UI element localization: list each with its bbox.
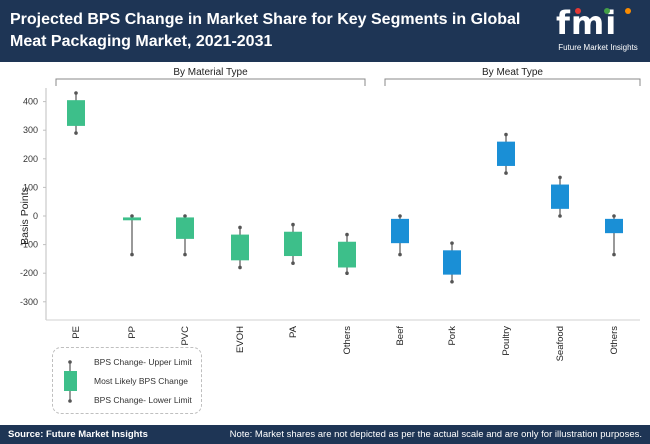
header-bar	[0, 0, 650, 62]
upper-limit-point	[612, 214, 616, 218]
upper-limit-point	[450, 241, 454, 245]
x-tick-label: Poultry	[501, 326, 512, 356]
x-tick-label: PVC	[180, 326, 191, 346]
upper-limit-point	[504, 132, 508, 137]
source-text: Source: Future Market Insights	[8, 429, 148, 440]
lower-limit-point	[450, 279, 454, 284]
logo-dot-red	[575, 8, 581, 14]
likely-range-box	[605, 218, 623, 234]
box-plot-chart: 400 300 200 100 0 -100 -200 -300 Basis Points By …	[19, 67, 641, 361]
lower-limit-point	[612, 252, 616, 257]
lower-limit-point	[238, 265, 242, 270]
legend-upper-label: BPS Change- Upper Limit	[94, 357, 192, 367]
upper-limit-point	[183, 214, 187, 218]
upper-limit-point	[558, 175, 562, 180]
upper-limit-point	[74, 91, 78, 95]
x-tick-label: Pork	[447, 326, 458, 346]
logo-dot-orange	[625, 8, 631, 14]
chart-title-line-1: Projected BPS Change in Market Share for…	[10, 11, 521, 28]
lower-limit-point	[345, 271, 349, 276]
upper-limit-point	[345, 232, 349, 237]
likely-range-box	[391, 218, 409, 244]
lower-limit-point	[398, 252, 402, 257]
group-label: By Material Type	[173, 67, 248, 78]
likely-range-box	[123, 217, 141, 221]
x-tick-label: PA	[288, 325, 299, 338]
y-tick-label: 100	[23, 182, 38, 192]
group-bracket	[55, 78, 366, 86]
y-tick-label: 400	[23, 97, 38, 107]
lower-limit-point	[558, 214, 562, 218]
upper-limit-point	[130, 214, 134, 218]
x-tick-label: PP	[127, 326, 138, 339]
y-tick-label: 200	[23, 154, 38, 164]
likely-range-box	[338, 241, 356, 268]
note-text: Note: Market shares are not depicted as …	[229, 429, 642, 440]
x-tick-label: Others	[342, 326, 353, 355]
likely-range-box	[551, 184, 569, 209]
logo-subtitle: Future Market Insights	[558, 43, 638, 52]
y-tick-label: 300	[23, 125, 38, 135]
upper-limit-point	[291, 222, 295, 227]
lower-limit-point	[291, 261, 295, 265]
lower-limit-point	[130, 252, 134, 257]
upper-limit-point	[398, 214, 402, 218]
lower-limit-point	[183, 252, 187, 257]
legend-likely-label: Most Likely BPS Change	[94, 376, 189, 386]
x-tick-label: EVOH	[235, 326, 246, 353]
lower-limit-point	[74, 131, 78, 135]
y-tick-label: -100	[20, 240, 38, 250]
legend	[52, 347, 202, 414]
lower-limit-point	[504, 171, 508, 175]
likely-range-box	[67, 100, 85, 126]
footer-bar	[0, 425, 650, 444]
y-tick-label: -200	[20, 268, 38, 278]
likely-range-box	[176, 217, 194, 239]
x-tick-label: Beef	[395, 326, 406, 346]
y-tick-label: 0	[33, 211, 38, 221]
group-label: By Meat Type	[482, 67, 543, 78]
x-tick-label: Seafood	[555, 326, 566, 361]
upper-limit-point	[238, 225, 242, 230]
logo-dot-green	[604, 8, 610, 14]
group-bracket	[384, 78, 641, 86]
likely-range-box	[443, 250, 461, 275]
y-axis-label: Basis Points	[19, 187, 31, 245]
chart-title-line-2: Meat Packaging Market, 2021-2031	[10, 33, 273, 50]
logo	[546, 0, 650, 62]
chart-title: Projected BPS Change in Market Share for…	[10, 9, 540, 53]
x-tick-label: Others	[609, 326, 620, 355]
likely-range-box	[497, 141, 515, 166]
likely-range-box	[231, 234, 249, 261]
x-tick-label: PE	[71, 326, 82, 339]
y-tick-label: -300	[20, 297, 38, 307]
likely-range-box	[284, 231, 302, 257]
legend-lower-label: BPS Change- Lower Limit	[94, 395, 192, 405]
